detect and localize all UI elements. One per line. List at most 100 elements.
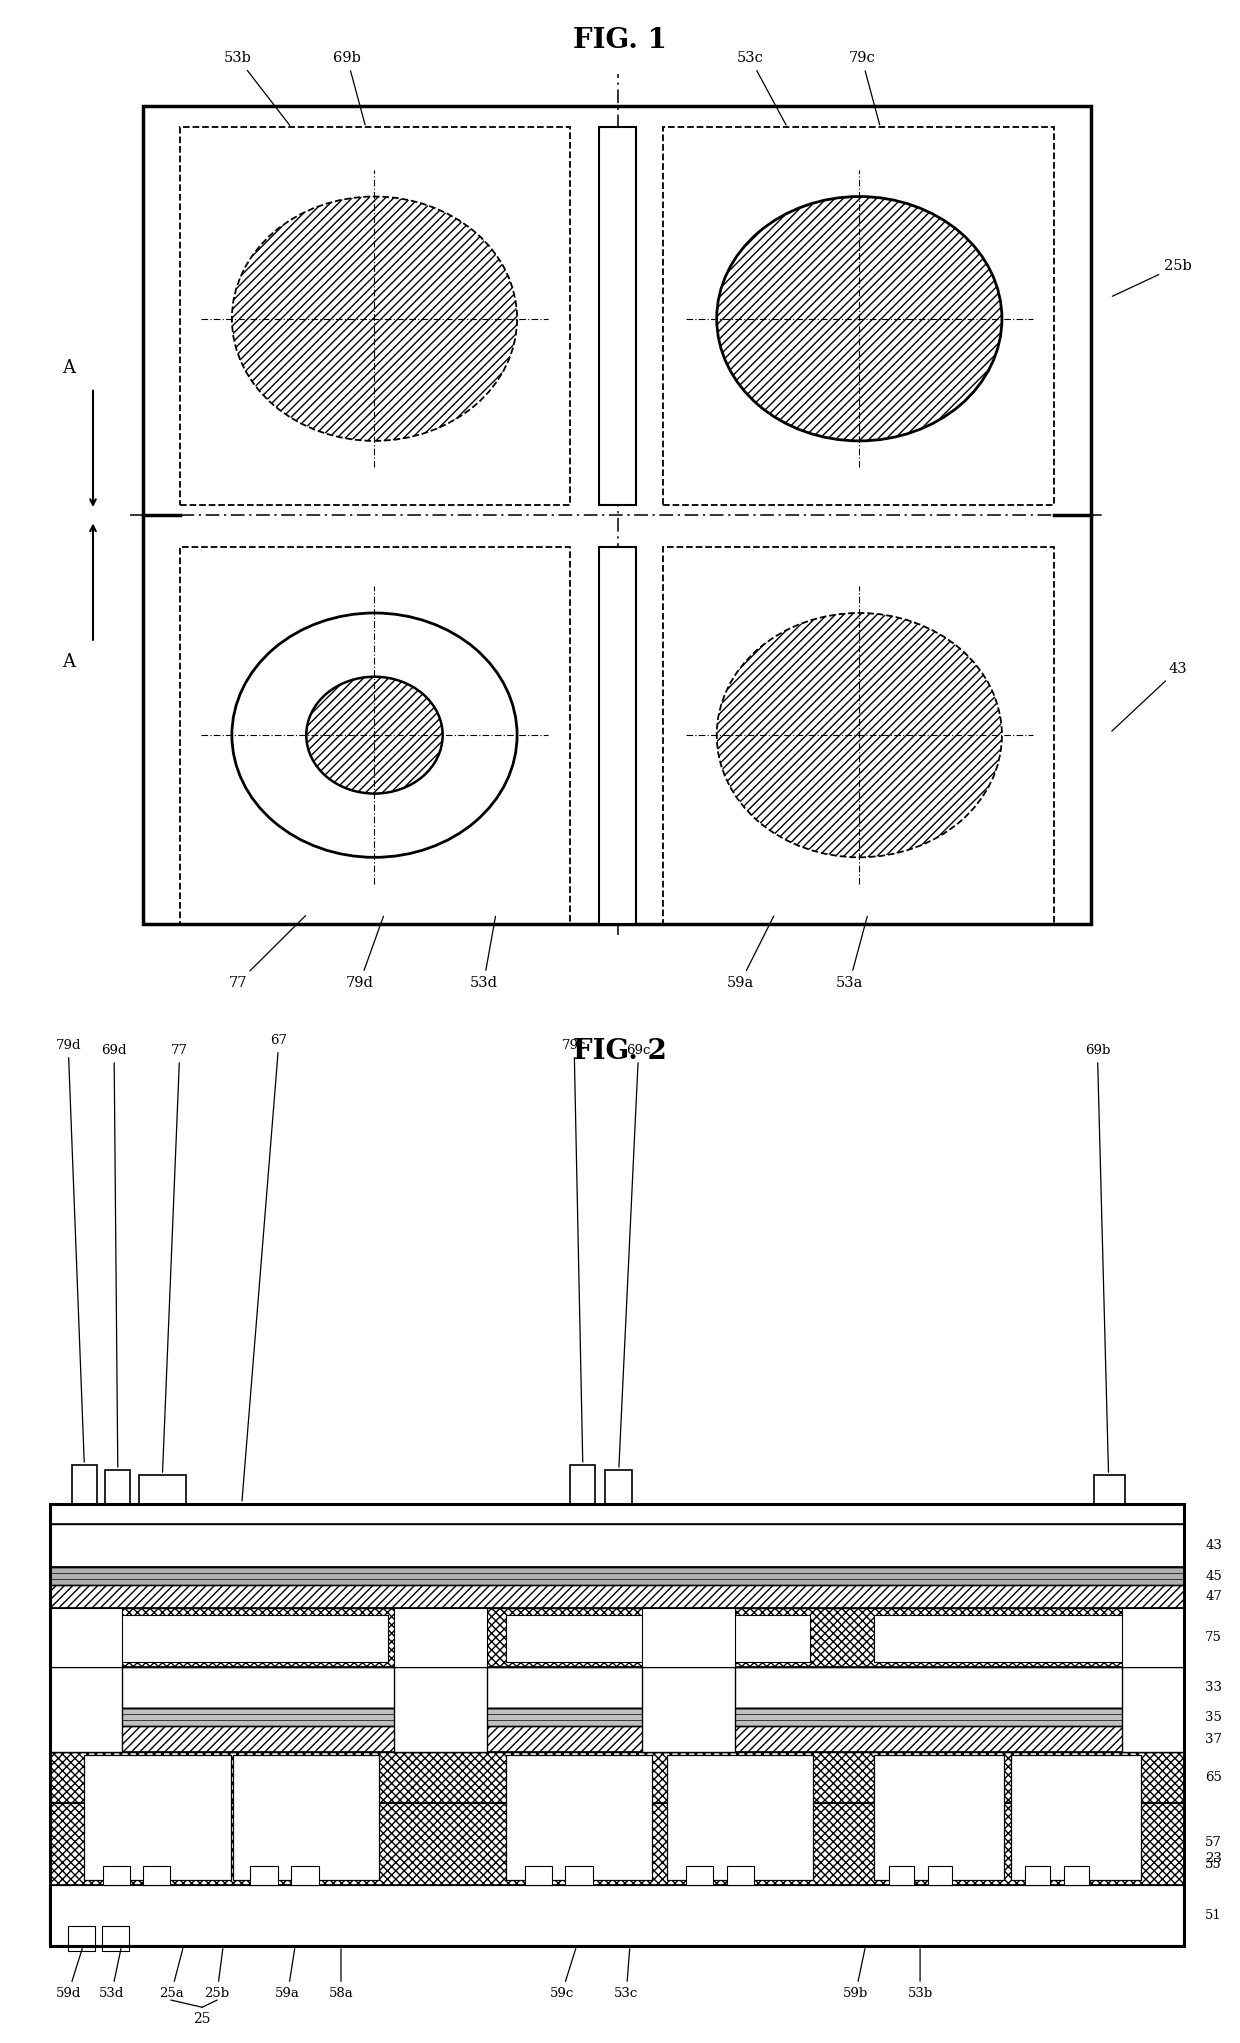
Bar <box>1017 1822 1128 1875</box>
Bar <box>642 1667 735 1751</box>
Bar <box>50 1708 1184 1726</box>
Bar <box>291 1867 319 1884</box>
Text: 79d: 79d <box>346 915 383 989</box>
Bar <box>727 1867 754 1884</box>
Bar <box>1025 1867 1050 1884</box>
Bar <box>50 1726 1184 1751</box>
Bar <box>1011 1755 1141 1880</box>
Circle shape <box>717 196 1002 441</box>
Bar <box>50 1585 1184 1608</box>
Bar <box>50 1884 1184 1945</box>
Text: 57: 57 <box>1205 1837 1223 1849</box>
Bar <box>50 1708 1184 1726</box>
Text: FIG. 1: FIG. 1 <box>573 27 667 53</box>
Circle shape <box>232 613 517 858</box>
Text: A: A <box>62 360 74 378</box>
Bar <box>103 1867 130 1884</box>
Bar <box>667 1755 813 1880</box>
Bar <box>663 548 1054 923</box>
Bar <box>50 1608 122 1667</box>
Text: 65: 65 <box>1205 1771 1223 1784</box>
Bar <box>50 1524 1184 1567</box>
Bar <box>180 548 570 923</box>
Bar <box>50 1567 1184 1585</box>
Bar <box>1094 1475 1125 1504</box>
Text: 47: 47 <box>1205 1589 1223 1604</box>
Bar <box>102 1925 129 1951</box>
Text: 59a: 59a <box>275 1949 300 2000</box>
Bar <box>180 127 570 505</box>
Bar <box>84 1614 388 1663</box>
Bar <box>50 1524 1184 1567</box>
Bar <box>68 1925 95 1951</box>
Bar <box>50 1608 1184 1667</box>
Bar <box>599 548 636 923</box>
Bar <box>525 1867 552 1884</box>
Bar <box>250 1867 278 1884</box>
Bar <box>143 1867 170 1884</box>
Bar <box>1122 1667 1184 1751</box>
Bar <box>880 1822 992 1875</box>
Text: 25a: 25a <box>159 1949 184 2000</box>
Bar <box>50 1753 1184 1802</box>
Bar <box>50 1504 1184 1945</box>
Text: 69d: 69d <box>102 1044 126 1467</box>
Bar <box>889 1867 914 1884</box>
Bar <box>143 106 1091 923</box>
Bar <box>50 1504 1184 1524</box>
Text: 53b: 53b <box>908 1949 932 2000</box>
Bar <box>506 1755 652 1880</box>
Text: 77: 77 <box>162 1044 188 1473</box>
Text: 53c: 53c <box>737 51 786 125</box>
Bar <box>874 1755 1004 1880</box>
Text: 25b: 25b <box>205 1949 229 2000</box>
Text: 69b: 69b <box>334 51 365 125</box>
Bar <box>1064 1867 1089 1884</box>
Bar <box>50 1567 1184 1585</box>
Bar <box>686 1867 713 1884</box>
Bar <box>605 1471 632 1504</box>
Text: 79d: 79d <box>56 1040 84 1463</box>
Bar <box>50 1585 1184 1608</box>
Bar <box>50 1753 1184 1802</box>
Text: 45: 45 <box>1205 1569 1223 1583</box>
Text: 43: 43 <box>1112 662 1188 731</box>
Text: 53c: 53c <box>614 1949 639 2000</box>
Bar <box>50 1802 1184 1884</box>
Bar <box>233 1755 379 1880</box>
Text: 53d: 53d <box>99 1949 124 2000</box>
Bar <box>515 1822 639 1875</box>
Bar <box>570 1465 595 1504</box>
Text: 69c: 69c <box>619 1044 651 1467</box>
Text: 59a: 59a <box>727 915 774 989</box>
Text: 37: 37 <box>1205 1732 1223 1745</box>
Text: 69b: 69b <box>1085 1044 1110 1473</box>
Text: 79c: 79c <box>562 1040 587 1463</box>
Circle shape <box>232 196 517 441</box>
Text: 43: 43 <box>1205 1538 1223 1553</box>
Text: 53b: 53b <box>224 51 290 125</box>
Bar <box>874 1614 1141 1663</box>
Text: 77: 77 <box>229 915 305 989</box>
Bar <box>642 1608 735 1667</box>
Bar <box>506 1614 810 1663</box>
Bar <box>676 1822 800 1875</box>
Bar <box>84 1755 231 1880</box>
Bar <box>50 1802 1184 1884</box>
Bar <box>394 1667 487 1751</box>
Bar <box>394 1608 487 1667</box>
Bar <box>242 1822 366 1875</box>
Circle shape <box>717 613 1002 858</box>
Text: 23: 23 <box>1205 1851 1223 1865</box>
Bar <box>72 1465 97 1504</box>
Text: FIG. 2: FIG. 2 <box>573 1038 667 1064</box>
Bar <box>663 127 1054 505</box>
Text: 59d: 59d <box>56 1949 82 2000</box>
Bar <box>565 1867 593 1884</box>
Text: 59c: 59c <box>549 1949 575 2000</box>
Text: 53d: 53d <box>470 917 497 989</box>
Text: 79c: 79c <box>848 51 879 125</box>
Bar <box>105 1471 130 1504</box>
Text: 35: 35 <box>1205 1710 1223 1724</box>
Bar <box>50 1726 1184 1751</box>
